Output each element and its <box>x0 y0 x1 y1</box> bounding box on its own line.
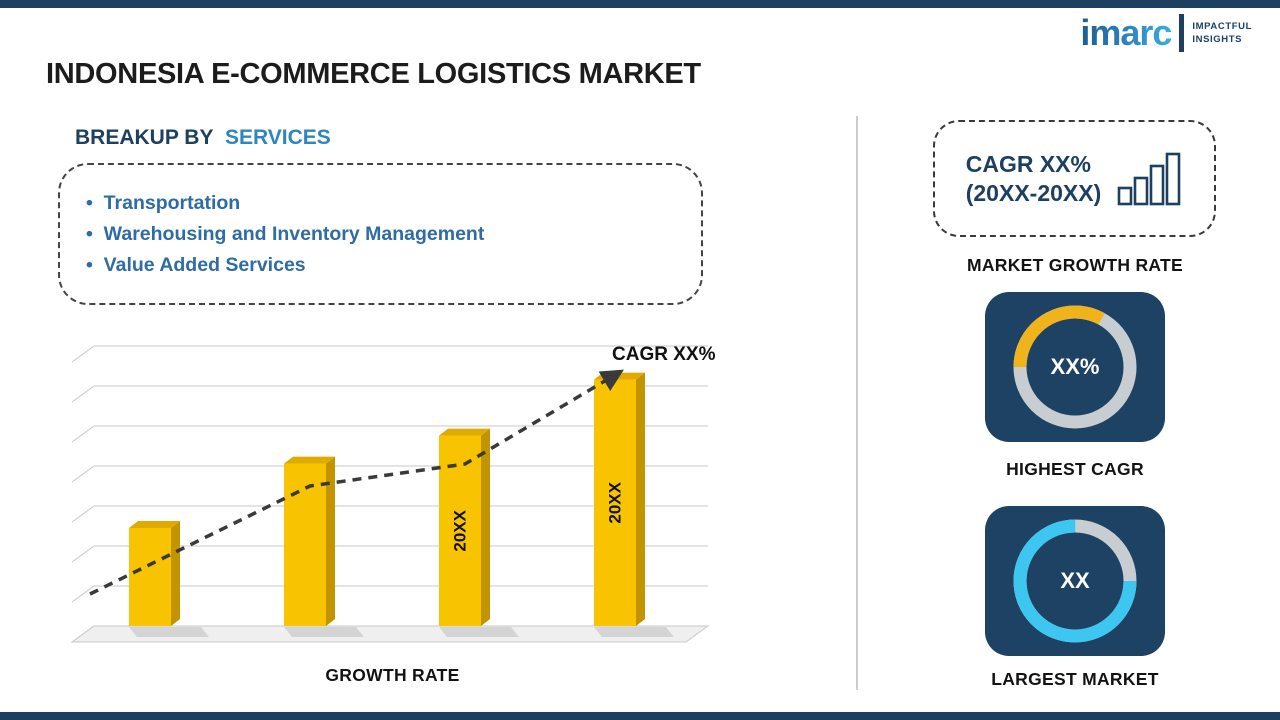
highest-cagr-value: XX% <box>1050 354 1100 379</box>
page-title: INDONESIA E-COMMERCE LOGISTICS MARKET <box>46 58 701 90</box>
services-list-box: Transportation Warehousing and Inventory… <box>58 163 703 305</box>
cagr-annotation: CAGR XX% <box>612 344 716 365</box>
largest-market-value: XX <box>1060 568 1090 593</box>
logo-divider <box>1179 14 1185 52</box>
list-item: Value Added Services <box>86 250 675 281</box>
cagr-summary-box: CAGR XX% (20XX-20XX) <box>933 120 1216 237</box>
chart-x-axis-label: GROWTH RATE <box>325 665 460 685</box>
cagr-period: (20XX-20XX) <box>965 179 1102 206</box>
bottom-border-strip <box>0 712 1280 720</box>
breakup-heading-accent: SERVICES <box>224 126 331 149</box>
growth-chart-area: 20XX 20XX CAGR XX% GROWTH RATE <box>60 336 725 686</box>
market-growth-rate-label: MARKET GROWTH RATE <box>966 255 1184 275</box>
breakup-heading: BREAKUP BY SERVICES <box>75 126 331 150</box>
largest-market-donut: XX <box>1003 509 1147 653</box>
logo-tagline-line2: INSIGHTS <box>1192 33 1243 45</box>
vertical-divider <box>856 116 858 690</box>
svg-text:20XX: 20XX <box>451 509 470 551</box>
logo-tagline-line1: IMPACTFUL <box>1192 21 1252 32</box>
logo-tagline: IMPACTFUL INSIGHTS <box>1192 22 1252 44</box>
donut-chart-icon <box>1013 305 1137 429</box>
highest-cagr-label: HIGHEST CAGR <box>1006 459 1144 479</box>
imarc-logo-wordmark: imarc <box>1080 12 1172 53</box>
list-item: Warehousing and Inventory Management <box>86 219 675 250</box>
highest-cagr-card: XX% <box>985 292 1165 442</box>
svg-text:20XX: 20XX <box>606 481 625 523</box>
donut-chart-icon <box>1013 519 1137 643</box>
highest-cagr-donut: XX% <box>1003 295 1147 439</box>
breakup-heading-prefix: BREAKUP BY <box>75 126 214 149</box>
largest-market-label: LARGEST MARKET <box>991 669 1159 689</box>
cagr-value: CAGR XX% <box>965 150 1091 177</box>
bar-chart-icon <box>1117 152 1181 205</box>
list-item: Transportation <box>86 188 675 219</box>
growth-chart: 20XX 20XX <box>70 345 710 643</box>
cagr-summary-text: CAGR XX% (20XX-20XX) <box>966 150 1102 208</box>
imarc-logo: imarc IMPACTFUL INSIGHTS <box>1080 14 1252 52</box>
largest-market-card: XX <box>985 506 1165 656</box>
top-border-strip <box>0 0 1280 8</box>
